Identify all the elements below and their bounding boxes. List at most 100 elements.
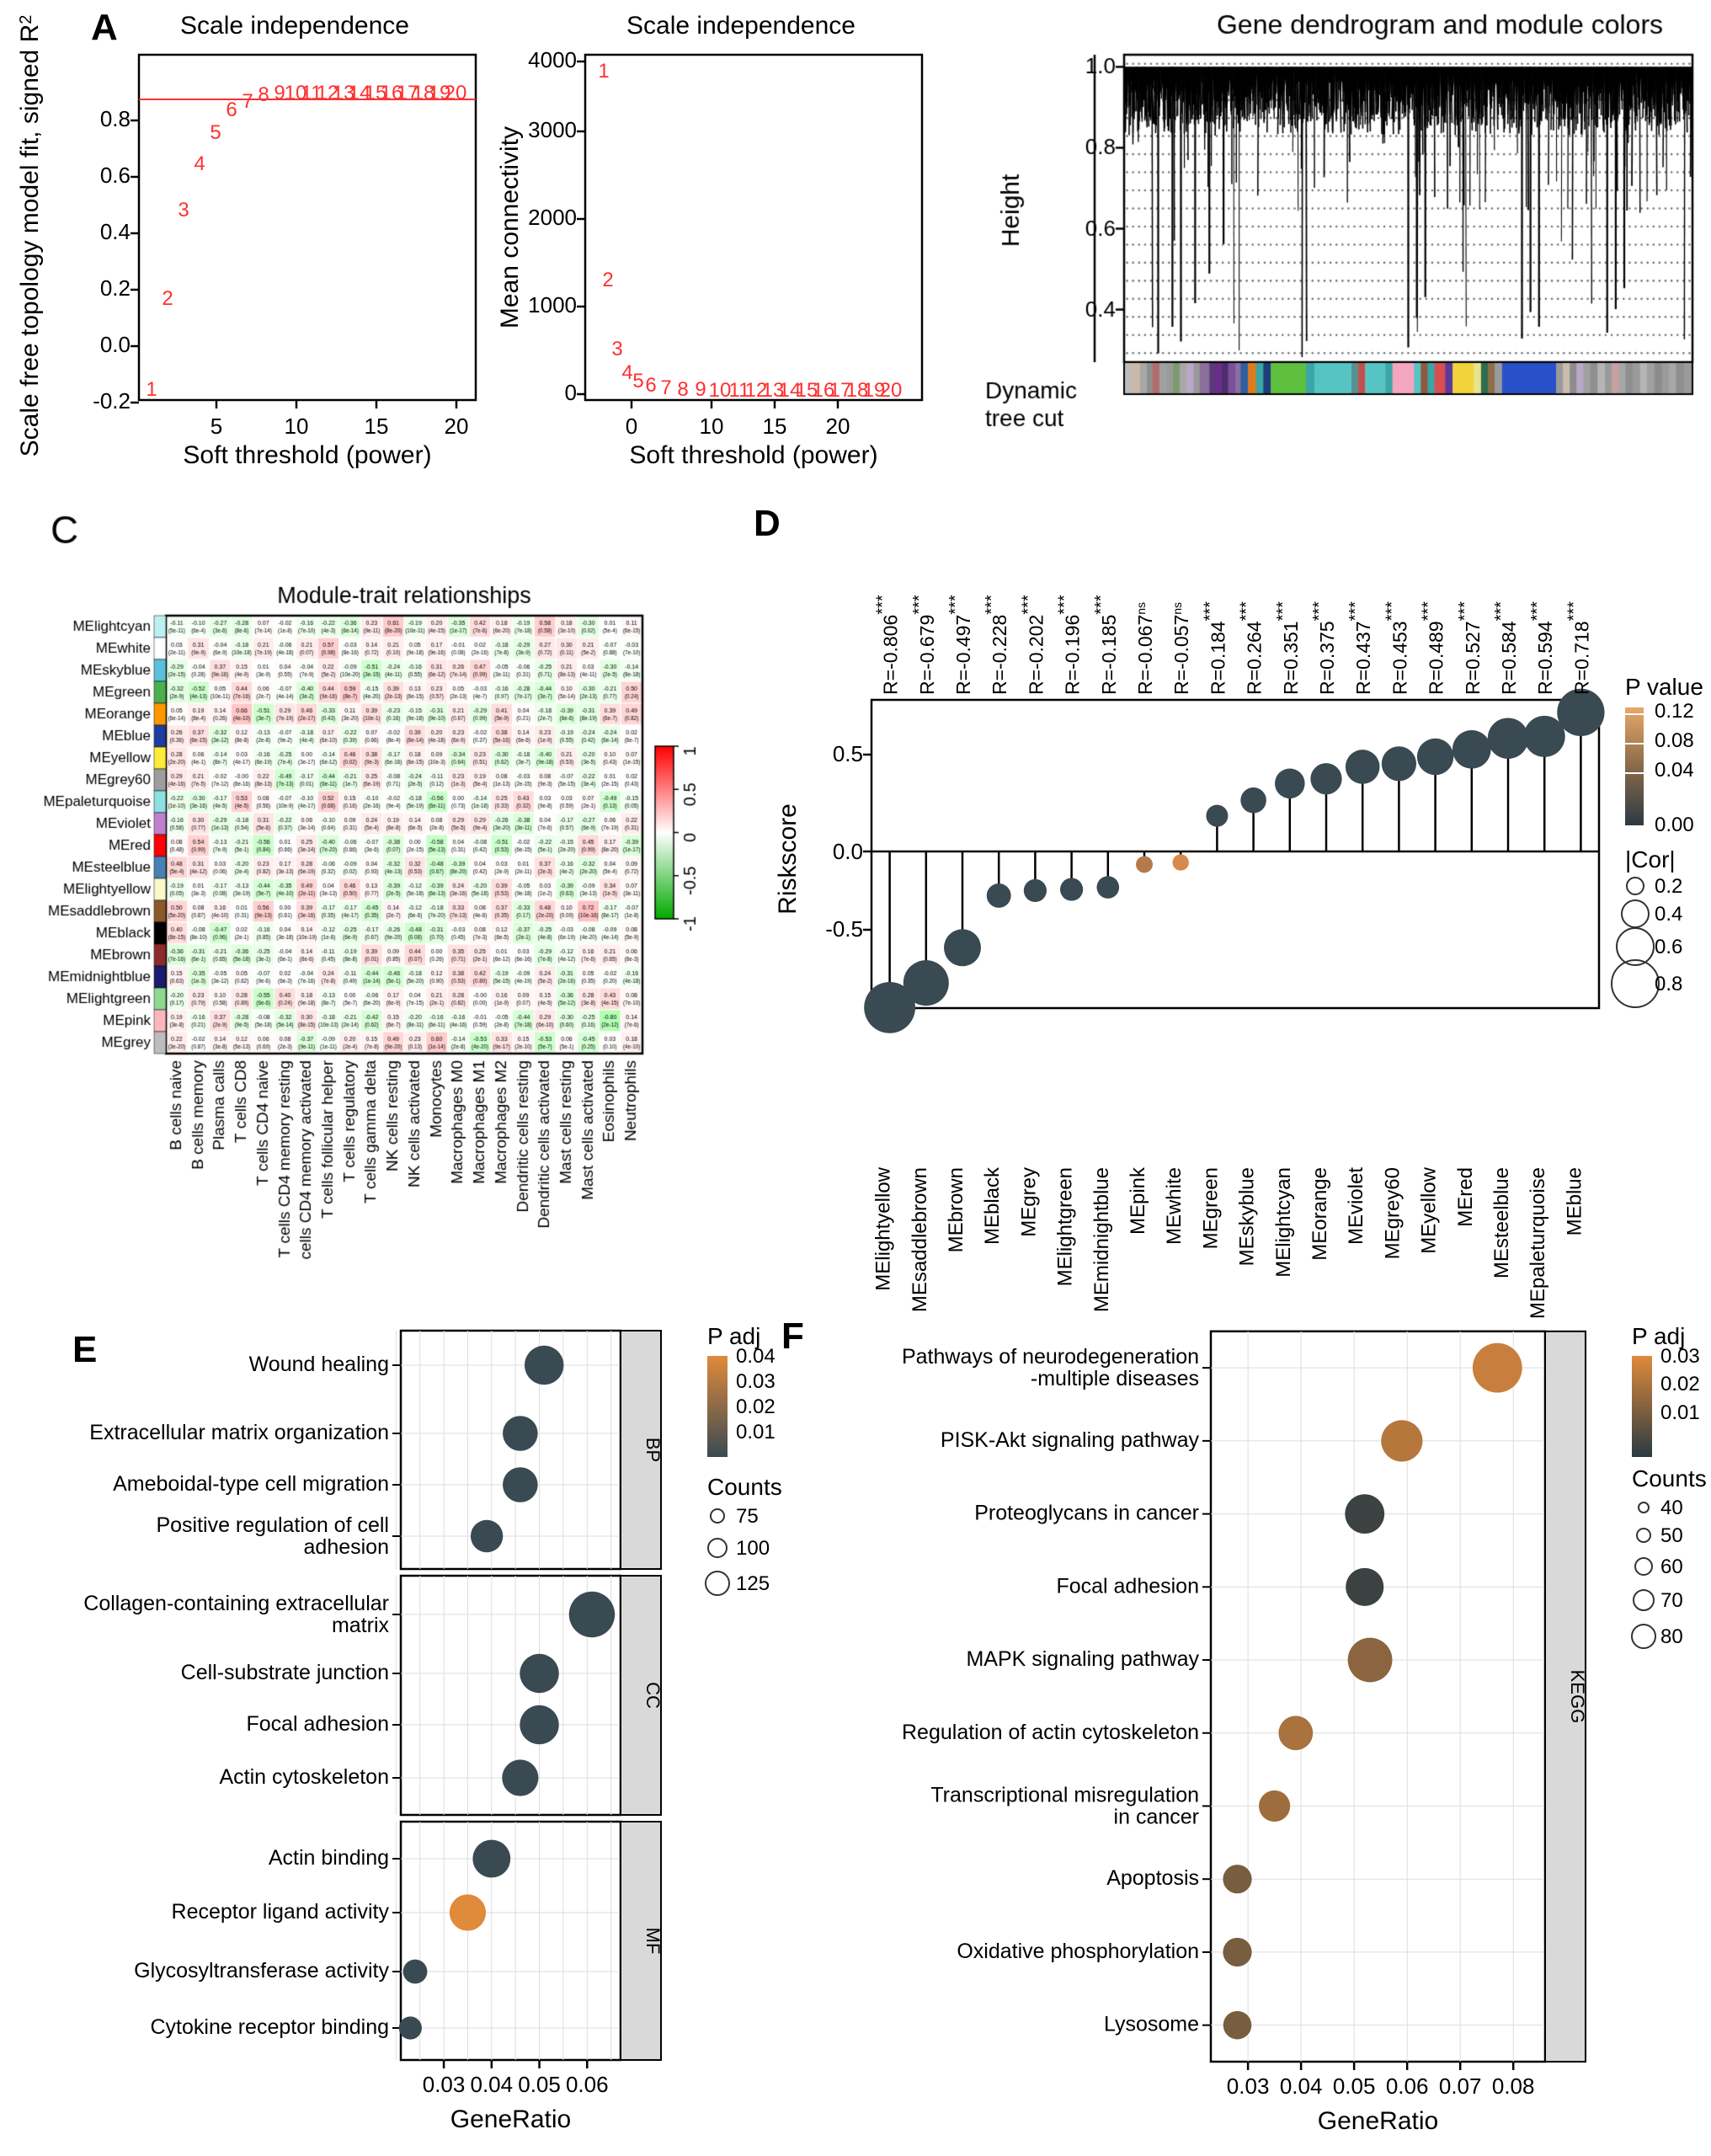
svg-text:-0.2: -0.2 (93, 388, 131, 414)
svg-text:R=-0.185***: R=-0.185*** (1092, 595, 1120, 695)
svg-text:3: 3 (611, 338, 622, 360)
svg-text:MElightyellow: MElightyellow (872, 1166, 895, 1290)
svg-text:R=-0.679***: R=-0.679*** (910, 595, 938, 695)
svg-text:R=0.584***: R=0.584*** (1492, 601, 1520, 695)
svg-text:0.04: 0.04 (736, 1345, 776, 1368)
svg-text:Positive regulation of cell: Positive regulation of cell (156, 1513, 389, 1537)
svg-text:Cytokine receptor binding: Cytokine receptor binding (151, 2015, 390, 2039)
svg-text:1: 1 (146, 378, 157, 401)
svg-text:0.6: 0.6 (100, 163, 131, 188)
svg-text:R=0.184***: R=0.184*** (1201, 601, 1229, 695)
svg-text:0.05: 0.05 (1333, 2073, 1376, 2099)
svg-text:matrix: matrix (332, 1614, 390, 1637)
svg-text:0.00: 0.00 (1655, 814, 1694, 836)
svg-text:6: 6 (226, 99, 237, 121)
svg-text:1000: 1000 (528, 292, 577, 318)
svg-text:R=-0.202***: R=-0.202*** (1019, 595, 1047, 695)
svg-text:KEGG: KEGG (1567, 1670, 1588, 1724)
svg-text:0.03: 0.03 (736, 1370, 776, 1393)
svg-text:Wound healing: Wound healing (249, 1353, 389, 1376)
svg-text:R=0.527***: R=0.527*** (1456, 601, 1484, 695)
svg-text:Glycosyltransferase activity: Glycosyltransferase activity (134, 1959, 389, 1983)
svg-text:Soft threshold (power): Soft threshold (power) (183, 441, 431, 469)
svg-text:0.08: 0.08 (1492, 2073, 1535, 2099)
svg-text:0.04: 0.04 (1655, 759, 1694, 782)
svg-text:MElightgreen: MElightgreen (1054, 1167, 1077, 1286)
svg-text:0.12: 0.12 (1655, 700, 1694, 723)
svg-text:MAPK signaling pathway: MAPK signaling pathway (966, 1647, 1199, 1671)
svg-text:75: 75 (736, 1505, 759, 1528)
svg-text:MEsaddlebrown: MEsaddlebrown (909, 1167, 931, 1312)
svg-text:GeneRatio: GeneRatio (450, 2105, 571, 2133)
svg-text:Riskscore: Riskscore (774, 803, 802, 915)
svg-text:Scale free topology model fit,: Scale free topology model fit, signed R2 (16, 15, 44, 457)
svg-text:MEyellow: MEyellow (1418, 1166, 1441, 1253)
svg-text:4: 4 (194, 152, 205, 175)
svg-text:MEred: MEred (1454, 1167, 1477, 1227)
svg-text:R=0.453***: R=0.453*** (1383, 601, 1410, 695)
svg-text:7: 7 (660, 376, 671, 399)
svg-text:R=0.489***: R=0.489*** (1420, 601, 1447, 695)
svg-text:Pathways of neurodegeneration: Pathways of neurodegeneration (902, 1345, 1199, 1369)
svg-text:40: 40 (1660, 1497, 1683, 1519)
svg-text:0.04: 0.04 (470, 2072, 513, 2097)
svg-text:PISK-Akt signaling pathway: PISK-Akt signaling pathway (941, 1428, 1200, 1452)
svg-text:0.6: 0.6 (1655, 936, 1682, 958)
svg-text:R=-0.497***: R=-0.497*** (946, 595, 974, 695)
svg-text:0: 0 (626, 414, 637, 439)
svg-text:0.02: 0.02 (1660, 1373, 1700, 1396)
svg-text:10: 10 (285, 414, 309, 439)
svg-text:Mean connectivity: Mean connectivity (496, 126, 524, 328)
svg-text:0.2: 0.2 (1655, 875, 1682, 898)
svg-text:1: 1 (598, 60, 609, 83)
svg-text:Proteoglycans in cancer: Proteoglycans in cancer (974, 1502, 1199, 1525)
svg-text:|Cor|: |Cor| (1625, 846, 1676, 873)
svg-text:R=-0.806***: R=-0.806*** (874, 595, 902, 695)
svg-text:MElightcyan: MElightcyan (1272, 1167, 1295, 1278)
svg-text:R=-0.228***: R=-0.228*** (983, 595, 1010, 695)
svg-text:Cell-substrate junction: Cell-substrate junction (181, 1661, 389, 1684)
svg-text:20: 20 (445, 82, 467, 104)
svg-text:0.8: 0.8 (1655, 973, 1682, 995)
svg-text:MEorange: MEorange (1309, 1167, 1331, 1261)
svg-text:R=0.718***: R=0.718*** (1564, 601, 1592, 695)
svg-text:20: 20 (445, 414, 469, 439)
svg-text:0.2: 0.2 (100, 275, 131, 301)
svg-text:0.0: 0.0 (833, 839, 863, 864)
svg-text:MEmidnightblue: MEmidnightblue (1090, 1167, 1113, 1312)
svg-text:Apoptosis: Apoptosis (1106, 1866, 1199, 1890)
svg-text:R=0.594***: R=0.594*** (1528, 601, 1556, 695)
svg-text:Soft threshold (power): Soft threshold (power) (629, 441, 877, 469)
svg-text:Extracellular matrix organizat: Extracellular matrix organization (89, 1421, 389, 1444)
svg-text:E: E (72, 1329, 97, 1370)
svg-text:50: 50 (1660, 1524, 1683, 1547)
svg-text:0.06: 0.06 (1386, 2073, 1429, 2099)
svg-text:R=-0.196***: R=-0.196*** (1056, 595, 1084, 695)
svg-text:CC: CC (642, 1682, 664, 1709)
svg-text:0.4: 0.4 (1655, 903, 1682, 926)
svg-text:Counts: Counts (1632, 1465, 1707, 1492)
svg-text:3: 3 (178, 199, 189, 221)
svg-text:MEbrown: MEbrown (945, 1167, 967, 1252)
svg-text:Transcriptional misregulation: Transcriptional misregulation (930, 1783, 1199, 1806)
svg-text:0.5: 0.5 (833, 741, 863, 766)
svg-text:10: 10 (700, 414, 724, 439)
svg-text:5: 5 (211, 414, 222, 439)
svg-text:Focal adhesion: Focal adhesion (246, 1712, 389, 1736)
svg-text:Scale independence: Scale independence (180, 12, 409, 40)
svg-text:80: 80 (1660, 1625, 1683, 1648)
svg-text:R=0.437***: R=0.437*** (1346, 601, 1374, 695)
svg-text:R=-0.057ns: R=-0.057ns (1170, 602, 1192, 695)
svg-text:MEviolet: MEviolet (1345, 1167, 1367, 1245)
svg-text:20: 20 (880, 379, 903, 402)
svg-text:Ameboidal-type cell migration: Ameboidal-type cell migration (113, 1472, 389, 1496)
svg-text:4: 4 (621, 361, 632, 384)
svg-text:MEblack: MEblack (981, 1166, 1004, 1245)
svg-text:0.03: 0.03 (423, 2072, 466, 2097)
svg-text:10: 10 (709, 379, 732, 402)
svg-text:MEpaleturquoise: MEpaleturquoise (1527, 1167, 1549, 1319)
svg-text:MEgrey: MEgrey (1017, 1167, 1040, 1237)
svg-text:9: 9 (695, 378, 706, 401)
svg-text:0.06: 0.06 (566, 2072, 609, 2097)
svg-text:Actin binding: Actin binding (269, 1846, 389, 1870)
